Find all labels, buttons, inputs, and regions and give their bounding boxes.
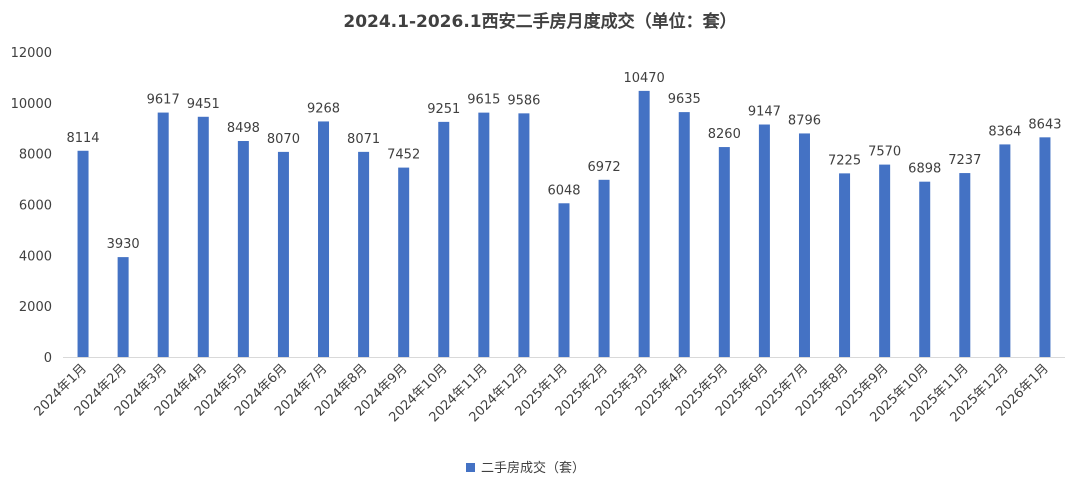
data-label: 8114 [66, 131, 99, 146]
data-label: 8260 [708, 127, 741, 142]
data-label: 9147 [748, 105, 781, 120]
bar [638, 90, 650, 357]
chart-title: 2024.1-2026.1西安二手房月度成交（单位：套） [343, 11, 736, 32]
data-label: 6972 [588, 160, 621, 175]
data-label: 6048 [547, 183, 580, 198]
bar [117, 257, 129, 357]
y-tick-label: 4000 [19, 249, 52, 264]
data-label: 6898 [908, 162, 941, 177]
y-tick-label: 0 [44, 351, 52, 366]
bar [157, 112, 169, 357]
bar [598, 179, 610, 357]
data-label: 9617 [147, 93, 180, 108]
data-label: 8498 [227, 121, 260, 136]
data-label: 8070 [267, 132, 300, 147]
data-label: 3930 [107, 237, 140, 252]
data-label: 7225 [828, 153, 861, 168]
bar [518, 113, 530, 357]
y-tick-label: 8000 [19, 148, 52, 163]
bar [1039, 137, 1051, 357]
bar [237, 141, 249, 357]
data-label: 9586 [507, 93, 540, 108]
bar [758, 124, 770, 357]
data-label: 7452 [387, 148, 420, 163]
y-axis: 0 2000 4000 6000 8000 10000 12000 [11, 46, 52, 366]
bar [798, 133, 810, 357]
bar [398, 167, 410, 357]
bar [478, 112, 490, 358]
bar [839, 173, 851, 357]
bar [999, 144, 1011, 357]
y-tick-label: 2000 [19, 300, 52, 315]
data-label: 9451 [187, 97, 220, 112]
data-label: 7570 [868, 145, 901, 160]
bar [919, 181, 931, 357]
bar [678, 112, 690, 358]
y-tick-label: 12000 [11, 46, 52, 61]
data-label: 8796 [788, 113, 821, 128]
data-label: 8643 [1028, 117, 1061, 132]
y-tick-label: 6000 [19, 199, 52, 214]
data-label: 7237 [948, 153, 981, 168]
data-labels: 8114 3930 9617 9451 8498 8070 9268 8071 7452 9251… [66, 71, 1061, 252]
bar [959, 173, 971, 357]
data-label: 8071 [347, 132, 380, 147]
data-label: 10470 [623, 71, 664, 86]
legend-swatch [466, 463, 475, 472]
legend: 二手房成交（套） [466, 460, 585, 476]
data-label: 9635 [668, 92, 701, 107]
bar [277, 151, 289, 357]
bar [197, 116, 209, 358]
legend-label: 二手房成交（套） [481, 460, 585, 476]
bar [558, 203, 570, 357]
x-axis: 2024年1月2024年2月2024年3月2024年4月2024年5月2024年… [32, 361, 1052, 425]
bar [77, 150, 89, 357]
bar [718, 147, 730, 357]
bar [438, 121, 450, 357]
data-label: 9268 [307, 101, 340, 116]
data-label: 8364 [988, 124, 1021, 139]
bar [318, 121, 330, 358]
data-label: 9251 [427, 102, 460, 117]
data-label: 9615 [467, 93, 500, 108]
bar [358, 151, 370, 357]
y-tick-label: 10000 [11, 97, 52, 112]
bars [77, 90, 1051, 358]
bar [879, 164, 891, 357]
